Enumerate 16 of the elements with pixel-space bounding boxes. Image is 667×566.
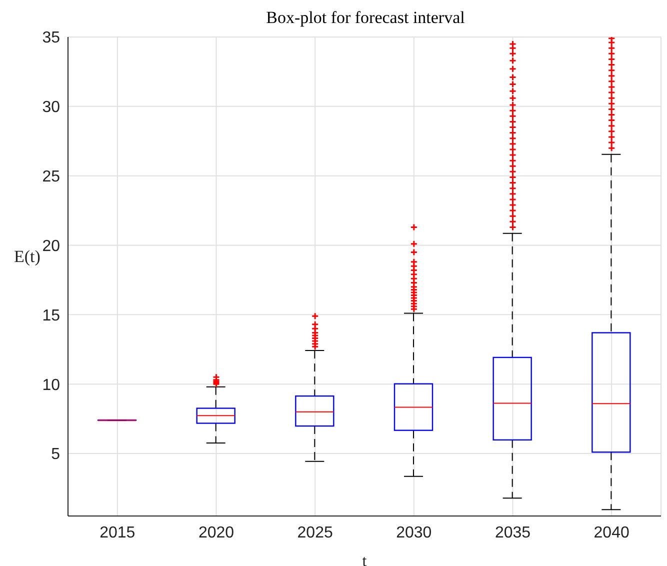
x-axis-title: t bbox=[362, 553, 368, 566]
y-tick-label: 35 bbox=[42, 30, 60, 47]
chart-title: Box-plot for forecast interval bbox=[265, 8, 466, 28]
x-tick-label: 2030 bbox=[396, 524, 432, 542]
x-tick-label: 2025 bbox=[297, 524, 333, 542]
y-tick-label: 10 bbox=[42, 376, 60, 394]
y-tick-label: 25 bbox=[42, 168, 60, 186]
x-tick-label: 2015 bbox=[100, 524, 136, 542]
y-tick-label: 15 bbox=[42, 307, 60, 324]
y-tick-label: 5 bbox=[51, 446, 60, 464]
x-tick-label: 2020 bbox=[198, 524, 234, 542]
x-tick-label: 2035 bbox=[494, 524, 531, 542]
y-axis-title: E(t) bbox=[14, 247, 40, 266]
x-tick-label: 2040 bbox=[594, 524, 630, 542]
y-tick-label: 30 bbox=[42, 99, 60, 116]
y-tick-label: 20 bbox=[42, 238, 60, 255]
